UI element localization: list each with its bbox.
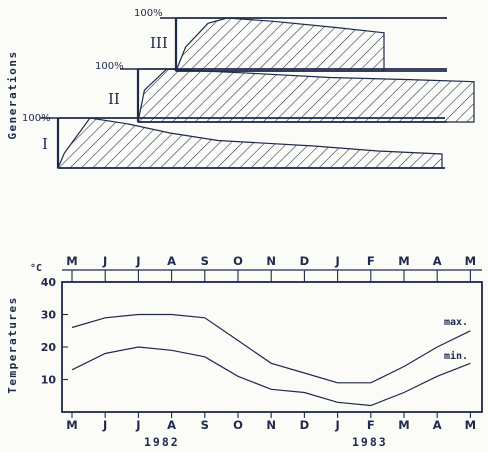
generation-iii: 100% III	[134, 8, 447, 72]
y-tick-label: 40	[41, 276, 57, 289]
generation-3-profile	[175, 17, 385, 72]
generations-axis-label: Generations	[6, 50, 19, 139]
month-bottom-label: S	[201, 418, 209, 432]
plot-frame	[61, 281, 483, 413]
month-bottom-label: M	[398, 418, 409, 432]
month-top-label: A	[433, 254, 442, 268]
series-line-min	[71, 346, 471, 407]
month-bottom-label: F	[367, 418, 375, 432]
generation-i-label: I	[42, 135, 48, 153]
generation-i-top-label: 100%	[22, 113, 51, 124]
month-top-label: M	[465, 254, 476, 268]
month-top-label: A	[167, 254, 176, 268]
year-label-1982: 1982	[144, 435, 180, 449]
month-bottom-label: D	[300, 418, 310, 432]
generation-2-profile	[137, 68, 475, 123]
month-top-label: J	[135, 254, 140, 268]
temperature-unit: °C	[30, 263, 42, 274]
series-line-max	[71, 313, 471, 384]
month-bottom-label: A	[433, 418, 442, 432]
month-top-label: F	[367, 254, 375, 268]
generation-1-profile	[57, 117, 443, 169]
series-label-max: max.	[444, 317, 468, 328]
temperature-axis-label: Temperatures	[6, 296, 19, 393]
month-bottom-label: J	[334, 418, 339, 432]
month-top-label: M	[398, 254, 409, 268]
generations-chart: Generations 100% III 100% II 100% I	[6, 8, 475, 169]
y-tick-label: 30	[41, 309, 57, 322]
month-bottom-label: J	[135, 418, 140, 432]
month-bottom-label: O	[233, 418, 243, 432]
month-bottom-label: M	[465, 418, 476, 432]
month-top-label: N	[266, 254, 276, 268]
month-bottom-label: J	[102, 418, 107, 432]
month-top-label: J	[102, 254, 107, 268]
month-bottom-label: N	[266, 418, 276, 432]
y-tick-label: 10	[41, 374, 57, 387]
month-top-label: O	[233, 254, 243, 268]
generation-i: 100% I	[22, 113, 445, 169]
month-top-label: J	[334, 254, 339, 268]
series-label-min: min.	[444, 350, 468, 362]
month-top-label: S	[201, 254, 209, 268]
year-label-1983: 1983	[352, 435, 388, 449]
month-top-label: D	[300, 254, 310, 268]
generation-iii-label: III	[150, 34, 168, 52]
month-bottom-label: M	[66, 418, 77, 432]
month-top-label: M	[66, 254, 77, 268]
generation-iii-top-label: 100%	[134, 8, 163, 19]
generation-ii-label: II	[108, 90, 120, 108]
temperature-chart: Temperatures °C M J J A S O N D J F M A M M J J A S O N D J F M…	[6, 254, 483, 449]
generation-ii-top-label: 100%	[95, 61, 124, 72]
month-bottom-label: A	[167, 418, 176, 432]
generation-ii: 100% II	[95, 61, 475, 123]
y-tick-label: 20	[41, 341, 57, 354]
